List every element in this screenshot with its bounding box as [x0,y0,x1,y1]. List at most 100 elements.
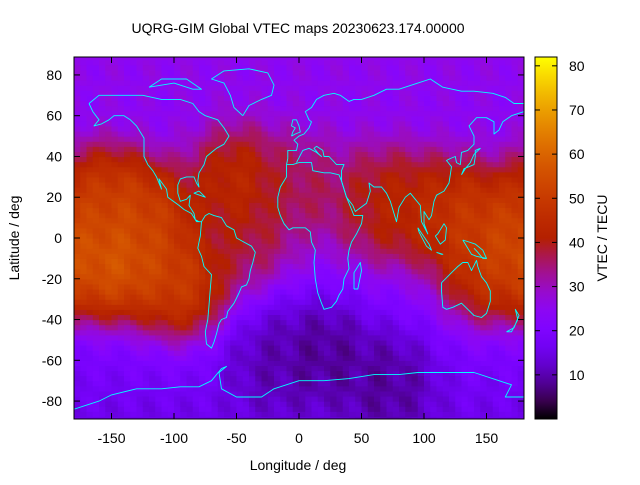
heatmap-cell [430,370,437,376]
heatmap-cell [224,100,231,106]
heatmap-cell [180,136,187,142]
heatmap-cell [149,335,156,341]
heatmap-cell [287,70,294,76]
heatmap-cell [137,95,144,101]
heatmap-cell [149,151,156,157]
heatmap-cell [368,218,375,224]
heatmap-cell [243,218,250,224]
heatmap-cell [274,172,281,178]
heatmap-cell [299,320,306,326]
heatmap-cell [380,294,387,300]
heatmap-cell [280,146,287,152]
heatmap-cell [318,238,325,244]
heatmap-cell [212,100,219,106]
heatmap-cell [349,345,356,351]
heatmap-cell [105,370,112,376]
heatmap-cell [262,151,269,157]
heatmap-cell [424,106,431,112]
heatmap-cell [212,228,219,234]
heatmap-cell [137,248,144,254]
heatmap-cell [418,284,425,290]
heatmap-cell [405,350,412,356]
heatmap-cell [449,182,456,188]
heatmap-cell [287,411,294,417]
heatmap-cell [74,381,81,387]
heatmap-cell [218,274,225,280]
heatmap-cell [287,258,294,264]
heatmap-cell [130,325,137,331]
heatmap-cell [87,355,94,361]
heatmap-cell [330,284,337,290]
heatmap-cell [193,284,200,290]
heatmap-cell [487,202,494,208]
heatmap-cell [430,116,437,122]
heatmap-cell [205,167,212,173]
heatmap-cell [162,320,169,326]
heatmap-cell [174,376,181,382]
heatmap-cell [93,263,100,269]
heatmap-cell [255,202,262,208]
heatmap-cell [305,279,312,285]
heatmap-cell [187,233,194,239]
heatmap-cell [237,279,244,285]
heatmap-cell [237,177,244,183]
heatmap-cell [118,269,125,275]
heatmap-cell [118,80,125,86]
heatmap-cell [337,238,344,244]
heatmap-cell [449,320,456,326]
heatmap-cell [374,325,381,331]
heatmap-cell [105,269,112,275]
heatmap-cell [80,100,87,106]
heatmap-cell [324,233,331,239]
heatmap-cell [218,355,225,361]
heatmap-cell [480,365,487,371]
heatmap-cell [368,111,375,117]
heatmap-cell [255,370,262,376]
heatmap-cell [149,396,156,402]
heatmap-cell [262,223,269,229]
heatmap-cell [143,376,150,382]
heatmap-cell [449,360,456,366]
heatmap-cell [312,314,319,320]
heatmap-cell [499,274,506,280]
heatmap-cell [362,146,369,152]
heatmap-cell [330,116,337,122]
heatmap-cell [118,207,125,213]
heatmap-cell [405,345,412,351]
heatmap-cell [393,90,400,96]
heatmap-cell [87,172,94,178]
heatmap-cell [468,299,475,305]
heatmap-cell [412,386,419,392]
heatmap-cell [187,90,194,96]
heatmap-cell [124,223,131,229]
heatmap-cell [418,162,425,168]
heatmap-cell [262,340,269,346]
heatmap-cell [374,335,381,341]
heatmap-cell [312,95,319,101]
heatmap-cell [105,106,112,112]
heatmap-cell [124,299,131,305]
heatmap-cell [424,411,431,417]
heatmap-cell [424,284,431,290]
heatmap-cell [212,162,219,168]
heatmap-cell [387,253,394,259]
heatmap-cell [74,299,81,305]
heatmap-cell [499,345,506,351]
heatmap-cell [468,233,475,239]
heatmap-cell [224,111,231,117]
heatmap-cell [399,162,406,168]
heatmap-cell [143,111,150,117]
heatmap-cell [324,279,331,285]
heatmap-cell [212,401,219,407]
heatmap-cell [287,391,294,397]
heatmap-cell [368,289,375,295]
heatmap-cell [124,233,131,239]
heatmap-cell [243,223,250,229]
heatmap-cell [418,141,425,147]
heatmap-cell [268,187,275,193]
heatmap-cell [280,65,287,71]
heatmap-cell [312,187,319,193]
heatmap-cell [105,406,112,412]
heatmap-cell [480,391,487,397]
heatmap-cell [80,177,87,183]
